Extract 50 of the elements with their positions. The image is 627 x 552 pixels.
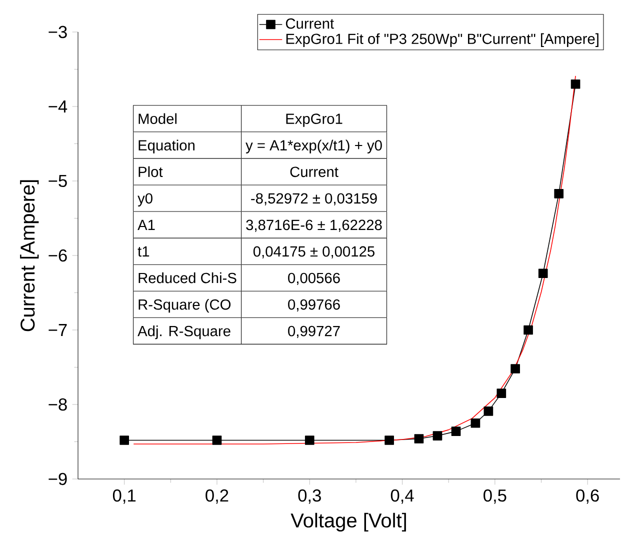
- point: [384, 436, 394, 445]
- annotation: y0: [138, 193, 152, 206]
- point: [484, 406, 494, 416]
- point: [538, 268, 548, 278]
- annotation: -8,52972 ± 0,03159: [251, 193, 377, 206]
- x-tick-label: 0,2: [206, 489, 228, 504]
- point: [554, 188, 564, 198]
- annotation: y = A1*exp(x/t1) + y0: [246, 140, 382, 154]
- annotation: Model: [138, 113, 177, 124]
- point: [120, 436, 129, 445]
- annotation: 3,8716E-6 ± 1,62228: [246, 220, 382, 232]
- point: [451, 426, 461, 436]
- annotation: 0,00566: [288, 272, 340, 285]
- x-tick-label: 0,1: [112, 489, 136, 504]
- x-tick-label: 0,4: [390, 489, 414, 504]
- annotation: ExpGro1: [286, 114, 342, 127]
- x-tick-label: 0,6: [576, 489, 599, 504]
- y-tick-label: −5: [48, 174, 67, 188]
- point: [524, 325, 533, 335]
- x-tick-label: 0,3: [298, 489, 321, 504]
- point: [470, 418, 480, 428]
- y-tick-label: −6: [48, 249, 67, 262]
- annotation: Reduced Chi-S: [138, 272, 236, 284]
- legend-label: Current: [286, 18, 334, 29]
- annotation: Plot: [138, 166, 163, 178]
- point: [510, 364, 520, 374]
- x-axis-title: Voltage [Volt]: [290, 512, 406, 532]
- point: [432, 431, 442, 440]
- point: [212, 436, 222, 445]
- y-axis-title: Current [Ampere]: [20, 180, 39, 332]
- annotation: Equation: [138, 140, 194, 154]
- legend-label: ExpGro1 Fit of "P3 250Wp" B"Current" [Ampere]: [286, 33, 598, 47]
- annotation: 0,04175 ± 0,00125: [253, 246, 374, 258]
- y-tick-label: −4: [48, 100, 68, 112]
- annotation: t1: [138, 246, 150, 257]
- y-tick-label: −3: [48, 26, 67, 38]
- point: [496, 388, 506, 398]
- annotation: R-Square (CO: [138, 298, 231, 313]
- point: [304, 436, 314, 445]
- y-tick-label: −9: [48, 472, 67, 486]
- y-tick-label: −7: [48, 324, 67, 336]
- point: [414, 434, 424, 444]
- x-tick-label: 0,5: [484, 489, 506, 504]
- annotation: Current: [290, 166, 338, 178]
- annotation: Adj. R-Square: [138, 325, 230, 340]
- y-tick-label: −8: [48, 398, 67, 411]
- annotation: 0,99766: [288, 299, 340, 312]
- annotation: A1: [138, 220, 155, 230]
- point: [570, 79, 580, 89]
- annotation: 0,99727: [288, 326, 340, 338]
